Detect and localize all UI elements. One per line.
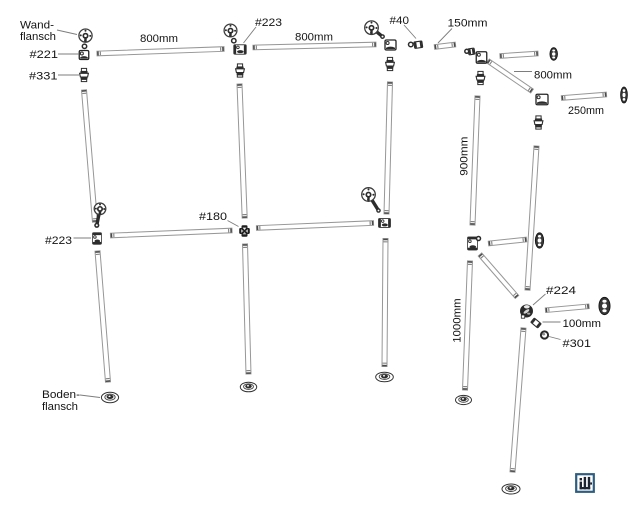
svg-text:800mm: 800mm — [140, 33, 178, 45]
svg-text:#40: #40 — [390, 15, 410, 27]
svg-text:1000mm: 1000mm — [452, 298, 464, 343]
svg-text:Boden-: Boden- — [42, 389, 80, 401]
svg-text:250mm: 250mm — [568, 105, 604, 117]
svg-text:150mm: 150mm — [448, 18, 488, 30]
svg-text:#180: #180 — [199, 211, 227, 223]
svg-text:#331: #331 — [29, 70, 58, 82]
svg-text:flansch: flansch — [20, 31, 56, 43]
svg-text:#223: #223 — [45, 235, 72, 247]
svg-text:#223: #223 — [255, 17, 282, 29]
svg-text:#221: #221 — [30, 49, 59, 61]
svg-text:900mm: 900mm — [459, 137, 471, 176]
svg-text:Wand-: Wand- — [20, 20, 54, 32]
svg-text:100mm: 100mm — [563, 318, 602, 330]
svg-text:800mm: 800mm — [534, 69, 572, 81]
svg-text:#224: #224 — [546, 285, 576, 297]
svg-text:800mm: 800mm — [295, 31, 333, 43]
svg-text:flansch: flansch — [42, 401, 78, 413]
svg-text:#301: #301 — [563, 338, 592, 350]
